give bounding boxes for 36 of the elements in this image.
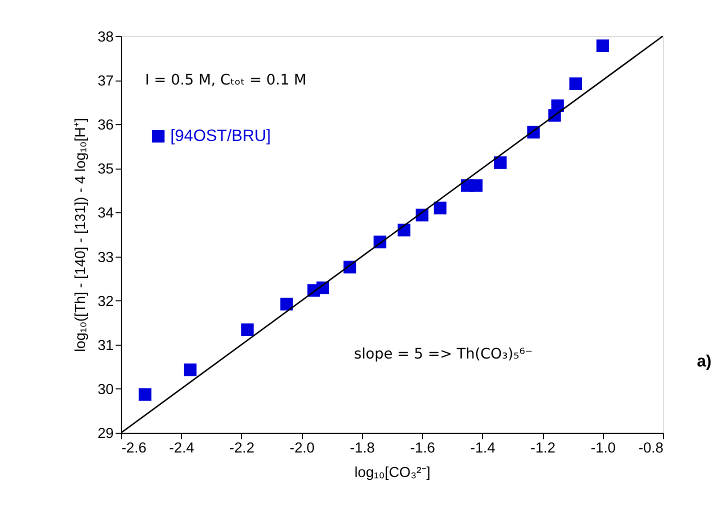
point — [551, 99, 564, 112]
point — [434, 202, 446, 214]
point — [280, 298, 293, 310]
y-tick-label: 35 — [98, 162, 114, 178]
x-tick-label: -2.2 — [229, 440, 254, 457]
x-tick-label: -1.0 — [590, 440, 616, 457]
y-axis-title: log₁₀([Th] - [140] - [131]) - 4 log₁₀[H⁺] — [72, 118, 89, 352]
x-tick-label: -2.0 — [290, 440, 315, 457]
annotation: slope = 5 => Th(CO₃)₅⁶⁻ — [354, 346, 533, 362]
point — [241, 323, 254, 336]
x-tick-label: -2.6 — [121, 440, 146, 457]
x-tick-label: -1.2 — [530, 440, 556, 457]
point — [494, 156, 507, 169]
y-tick-label: 33 — [98, 250, 114, 266]
y-tick-label: 34 — [98, 206, 114, 222]
y-tick-label: 36 — [98, 118, 114, 134]
y-tick-label: 30 — [98, 382, 114, 398]
point — [470, 179, 483, 192]
point — [596, 39, 610, 52]
x-tick-label: -1.6 — [410, 440, 436, 457]
x-tick-label: -0.8 — [638, 440, 664, 457]
x-tick-label: -1.4 — [470, 440, 496, 457]
text: a) — [696, 352, 712, 370]
annotation: I = 0.5 M, Cₜₒₜ = 0.1 M — [145, 72, 306, 88]
x-tick-label: -1.8 — [350, 440, 375, 457]
legend-label: [94OST/BRU] — [170, 127, 271, 146]
x-tick-label: -2.4 — [169, 440, 194, 457]
x-axis-title: log₁₀[CO₃²⁻] — [354, 464, 430, 481]
point — [138, 388, 152, 401]
point — [569, 77, 582, 90]
y-tick-label: 38 — [98, 29, 114, 46]
y-tick-label: 31 — [98, 338, 114, 354]
point — [184, 364, 197, 376]
y-tick-label: 32 — [98, 294, 114, 310]
y-tick-label: 29 — [98, 426, 114, 442]
y-tick-label: 37 — [98, 73, 114, 90]
